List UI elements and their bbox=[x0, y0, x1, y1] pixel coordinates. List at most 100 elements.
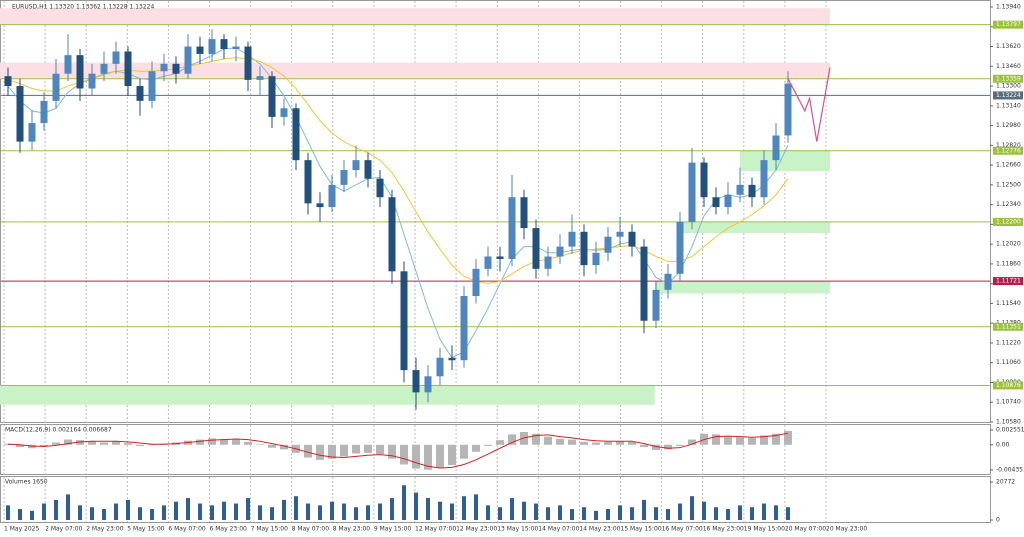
volume-bar bbox=[738, 505, 742, 520]
macd-bar bbox=[616, 441, 624, 445]
macd-bar bbox=[784, 430, 792, 445]
candle-body bbox=[688, 162, 696, 222]
candle-body bbox=[340, 170, 348, 185]
candle-body bbox=[556, 246, 564, 257]
candle-body bbox=[76, 55, 84, 89]
macd-bar bbox=[88, 441, 96, 445]
candle-body bbox=[376, 178, 384, 198]
macd-bar bbox=[532, 433, 540, 445]
volume-bar bbox=[378, 503, 382, 520]
y-tick-label: 0.00 bbox=[996, 441, 1010, 448]
volume-bar bbox=[114, 503, 118, 520]
macd-bar bbox=[136, 444, 144, 446]
x-tick-label: 16 May 07:00 bbox=[662, 526, 703, 533]
volume-bar bbox=[414, 492, 418, 520]
candle-body bbox=[472, 268, 480, 297]
macd-bar bbox=[280, 444, 288, 450]
macd-bar bbox=[508, 434, 516, 445]
x-tick-label: 14 May 07:00 bbox=[538, 526, 579, 533]
candle-body bbox=[568, 231, 576, 247]
macd-bar bbox=[52, 442, 60, 445]
macd-bar bbox=[724, 436, 732, 445]
volume-bar bbox=[330, 501, 334, 520]
volume-bar bbox=[534, 503, 538, 520]
candle-body bbox=[352, 160, 360, 171]
x-tick-label: 19 May 15:00 bbox=[744, 526, 785, 533]
candle-body bbox=[664, 273, 672, 290]
volume-bar bbox=[786, 507, 790, 520]
volume-bar bbox=[318, 505, 322, 520]
volume-bar bbox=[354, 507, 358, 520]
x-tick-label: 20 May 23:00 bbox=[826, 526, 867, 533]
y-tick-label: 1.12660 bbox=[996, 162, 1021, 169]
volume-bar bbox=[30, 510, 34, 520]
volume-bar bbox=[486, 505, 490, 520]
candle-body bbox=[496, 256, 504, 259]
macd-bar bbox=[340, 444, 348, 457]
macd-bar bbox=[28, 444, 36, 449]
volume-bar bbox=[498, 507, 502, 520]
volume-bar bbox=[678, 503, 682, 520]
y-tick-label: 1.10580 bbox=[996, 419, 1021, 426]
candle-body bbox=[616, 231, 624, 237]
level-label: 1.11721 bbox=[996, 278, 1021, 285]
candle-body bbox=[760, 160, 768, 198]
macd-signal bbox=[7, 432, 789, 469]
volume-bar bbox=[546, 507, 550, 520]
volume-bar bbox=[390, 498, 394, 520]
volume-bar bbox=[774, 505, 778, 520]
candle-body bbox=[268, 76, 276, 117]
level-label: 1.12776 bbox=[996, 147, 1021, 154]
macd-bar bbox=[688, 439, 696, 445]
candle-body bbox=[532, 228, 540, 269]
candle-body bbox=[628, 231, 636, 247]
x-tick-label: 8 May 23:00 bbox=[333, 526, 371, 533]
volume-bar bbox=[690, 496, 694, 520]
x-tick-label: 9 May 15:00 bbox=[374, 526, 412, 533]
x-tick-label: 7 May 15:00 bbox=[251, 526, 289, 533]
candle-body bbox=[736, 184, 744, 195]
macd-bar bbox=[460, 444, 468, 459]
candle-body bbox=[244, 46, 252, 80]
candle-body bbox=[640, 246, 648, 321]
volume-bar bbox=[450, 503, 454, 520]
volume-bar bbox=[282, 499, 286, 520]
macd-bar bbox=[448, 444, 456, 466]
volume-bar bbox=[306, 503, 310, 520]
volume-bar bbox=[210, 505, 214, 520]
candle-body bbox=[460, 296, 468, 361]
x-tick-label: 12 May 07:00 bbox=[415, 526, 456, 533]
level-label: 1.13359 bbox=[996, 75, 1021, 82]
macd-bar bbox=[484, 444, 492, 446]
candle-body bbox=[544, 256, 552, 269]
macd-bar bbox=[760, 435, 768, 445]
y-tick-label: 1.13620 bbox=[996, 43, 1021, 50]
volume-bar bbox=[342, 503, 346, 520]
candle-body bbox=[232, 46, 240, 49]
candle-body bbox=[724, 194, 732, 208]
volume-bar bbox=[150, 509, 154, 520]
y-tick-label: 0.002551 bbox=[996, 427, 1024, 434]
chart-title: EURUSD,H1 1.13320 1.13362 1.13228 1.1322… bbox=[12, 4, 154, 11]
macd-bar bbox=[256, 444, 264, 445]
x-tick-label: 16 May 23:00 bbox=[703, 526, 744, 533]
volume-bar bbox=[102, 509, 106, 520]
volume-bar bbox=[702, 501, 706, 520]
x-tick-label: 13 May 15:00 bbox=[497, 526, 538, 533]
volume-bar bbox=[198, 503, 202, 520]
level-label: 1.11351 bbox=[996, 323, 1021, 330]
x-tick-label: 8 May 07:00 bbox=[292, 526, 330, 533]
volume-bar bbox=[270, 507, 274, 520]
candle-body bbox=[220, 39, 228, 49]
macd-bar bbox=[424, 444, 432, 470]
x-tick-label: 6 May 23:00 bbox=[210, 526, 248, 533]
y-tick-label: 1.11540 bbox=[996, 300, 1021, 307]
macd-bar bbox=[520, 432, 528, 445]
volume-bar bbox=[654, 507, 658, 520]
volume-bar bbox=[474, 494, 478, 520]
y-tick-label: 0 bbox=[996, 517, 1000, 524]
volume-bar bbox=[582, 507, 586, 520]
macd-bar bbox=[328, 444, 336, 459]
y-tick-label: 1.11860 bbox=[996, 260, 1021, 267]
macd-bar bbox=[496, 440, 504, 445]
